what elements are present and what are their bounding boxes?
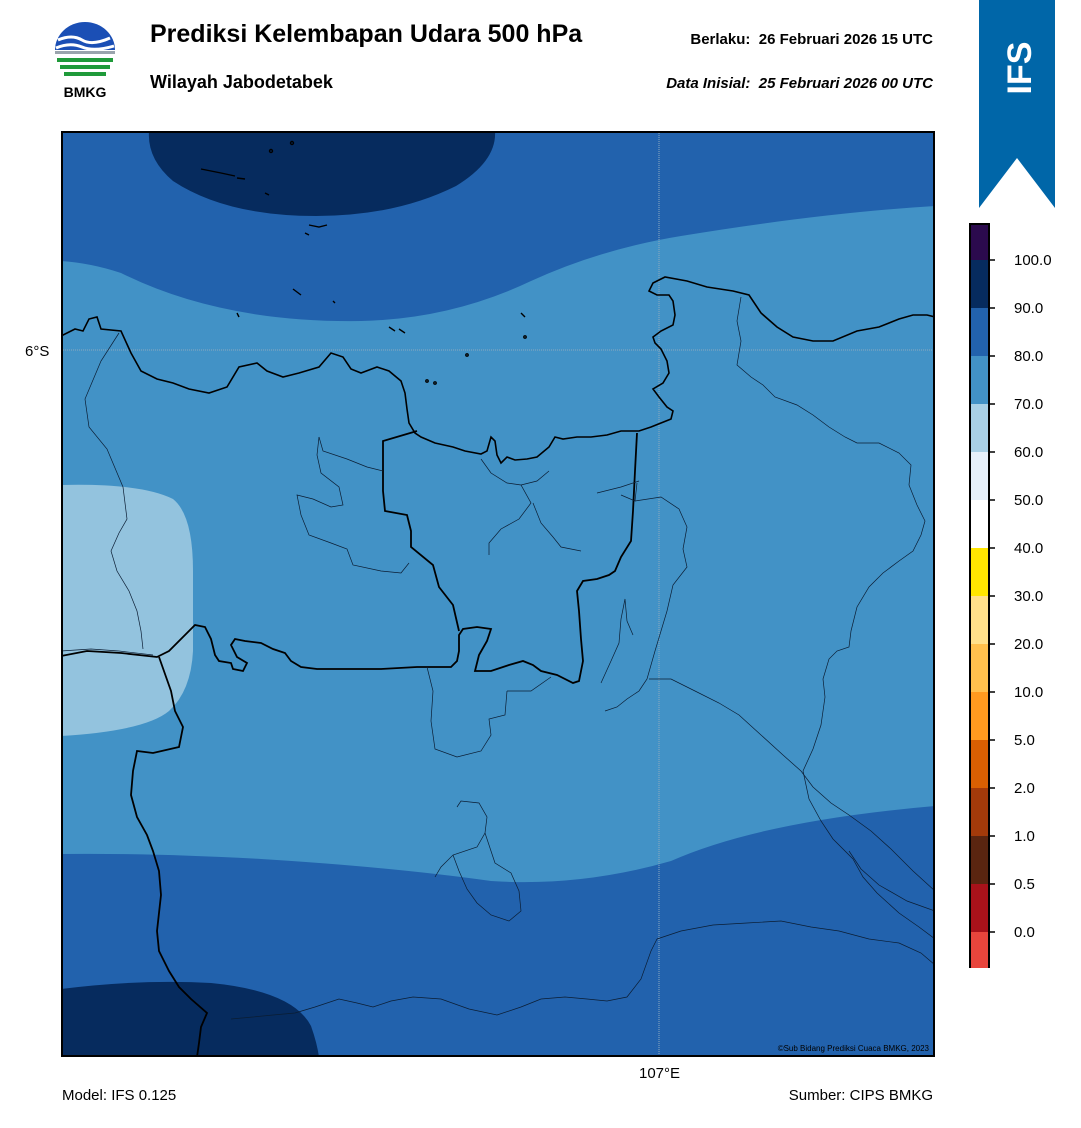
colorbar-label: 20.0 — [1014, 636, 1043, 653]
colorbar: 100.0 90.0 80.0 70.0 60.0 50.0 40.0 30.0 20.0 10.… — [968, 222, 1078, 981]
init-value: 25 Februari 2026 00 UTC — [758, 75, 933, 92]
bmkg-logo-icon: BMKG — [55, 22, 115, 100]
source-label: Sumber: CIPS BMKG — [788, 1087, 933, 1104]
init-time: Data Inisial: 25 Februari 2026 00 UTC — [666, 75, 933, 92]
colorbar-swatch — [970, 452, 989, 500]
province-boundary — [61, 432, 638, 684]
colorbar-swatch — [970, 260, 989, 308]
regency-boundaries — [61, 296, 935, 1020]
colorbar-label: 1.0 — [1014, 828, 1035, 845]
zone-80-90-south — [61, 806, 935, 1057]
colorbar-swatch — [970, 740, 989, 788]
model-label: Model: IFS 0.125 — [62, 1087, 177, 1104]
colorbar-swatch — [970, 548, 989, 596]
page-subtitle: Wilayah Jabodetabek — [150, 72, 333, 92]
zone-90-100-north — [148, 131, 496, 216]
banten-boundary — [130, 656, 209, 1057]
coastline — [61, 276, 935, 465]
colorbar-label: 30.0 — [1014, 588, 1043, 605]
valid-time: Berlaku: 26 Februari 2026 15 UTC — [690, 31, 933, 48]
colorbar-swatch — [970, 788, 989, 836]
colorbar-swatch — [970, 356, 989, 404]
colorbar-svg: 100.0 90.0 80.0 70.0 60.0 50.0 40.0 30.0 20.0 10.… — [969, 223, 1052, 981]
colorbar-label: 100.0 — [1014, 252, 1052, 269]
ribbon-label: IFS — [1001, 42, 1039, 95]
map-frame — [61, 131, 935, 1057]
ribbon-shape — [979, 0, 1055, 208]
page-title: Prediksi Kelembapan Udara 500 hPa — [150, 20, 583, 48]
colorbar-label: 70.0 — [1014, 396, 1043, 413]
zone-90-100-south — [61, 981, 319, 1057]
colorbar-swatch — [970, 404, 989, 452]
colorbar-label: 5.0 — [1014, 732, 1035, 749]
colorbar-label: 90.0 — [1014, 300, 1043, 317]
logo-text: BMKG — [64, 84, 107, 100]
colorbar-label: 2.0 — [1014, 780, 1035, 797]
colorbar-label: 60.0 — [1014, 444, 1043, 461]
colorbar-label: 0.0 — [1014, 924, 1035, 941]
ifs-ribbon: IFS — [979, 0, 1055, 210]
zone-60-70-west — [61, 484, 193, 736]
map-credit: ©Sub Bidang Prediksi Cuaca BMKG, 2023 — [778, 1044, 930, 1053]
colorbar-swatch — [970, 224, 989, 260]
colorbar-label: 50.0 — [1014, 492, 1043, 509]
lat-label: 6°S — [25, 343, 50, 360]
lon-label: 107°E — [639, 1065, 681, 1082]
init-label: Data Inisial: — [666, 75, 751, 92]
colorbar-swatch — [970, 692, 989, 740]
colorbar-swatch — [970, 836, 989, 884]
colorbar-swatch — [970, 644, 989, 692]
colorbar-swatch — [970, 596, 989, 644]
valid-label: Berlaku: — [690, 31, 751, 48]
humidity-map: ©Sub Bidang Prediksi Cuaca BMKG, 2023 — [61, 131, 935, 1057]
colorbar-label: 0.5 — [1014, 876, 1035, 893]
thousand-islands — [200, 140, 527, 385]
colorbar-label: 80.0 — [1014, 348, 1043, 365]
colorbar-swatch — [970, 884, 989, 932]
colorbar-label: 40.0 — [1014, 540, 1043, 557]
colorbar-swatch — [970, 932, 989, 980]
colorbar-swatch — [970, 308, 989, 356]
colorbar-label: 10.0 — [1014, 684, 1043, 701]
valid-value: 26 Februari 2026 15 UTC — [758, 31, 933, 48]
colorbar-swatch — [970, 500, 989, 548]
jakarta-boundary — [382, 430, 460, 632]
bmkg-logo: BMKG — [52, 20, 118, 102]
